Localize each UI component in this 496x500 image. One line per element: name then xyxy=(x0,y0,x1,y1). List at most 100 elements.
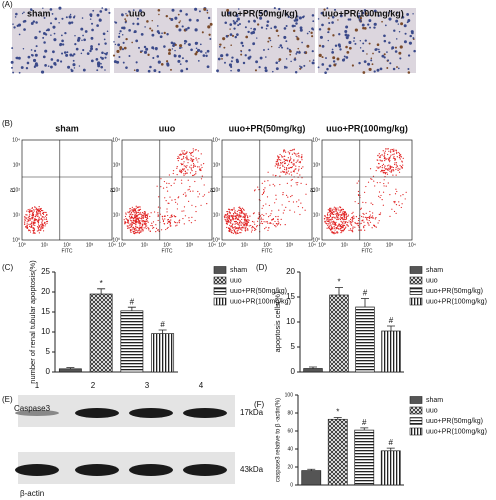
event xyxy=(29,218,31,220)
event xyxy=(229,219,232,221)
nucleus xyxy=(116,49,120,54)
nucleus xyxy=(117,43,121,47)
event xyxy=(285,167,288,169)
event xyxy=(378,220,380,222)
event xyxy=(140,220,142,222)
nucleus xyxy=(177,59,181,63)
event xyxy=(126,225,129,227)
y-tick-label: 5 xyxy=(46,347,51,356)
event xyxy=(335,221,337,223)
event xyxy=(131,210,133,212)
event xyxy=(139,231,141,233)
nucleus xyxy=(278,58,282,61)
nucleus xyxy=(43,16,46,19)
nucleus xyxy=(362,71,366,74)
event xyxy=(377,222,379,224)
event xyxy=(142,229,144,231)
nucleus xyxy=(194,7,198,11)
event xyxy=(283,155,285,157)
event xyxy=(180,162,182,165)
event xyxy=(234,218,236,220)
event xyxy=(194,149,196,151)
event xyxy=(291,153,294,155)
event xyxy=(378,167,380,169)
event xyxy=(291,194,293,197)
event xyxy=(230,222,232,224)
event xyxy=(45,218,48,220)
event xyxy=(40,224,42,226)
event xyxy=(39,211,41,213)
event xyxy=(184,192,186,194)
event xyxy=(361,220,363,222)
event xyxy=(331,218,333,221)
event xyxy=(179,219,181,221)
event xyxy=(327,223,329,225)
event xyxy=(382,204,384,206)
nucleus xyxy=(395,38,398,40)
nucleus xyxy=(370,57,373,60)
nucleus xyxy=(12,23,14,25)
event xyxy=(130,217,133,219)
event xyxy=(378,163,380,165)
event xyxy=(289,159,292,161)
nucleus xyxy=(69,53,73,57)
event xyxy=(226,223,228,225)
nucleus xyxy=(407,54,411,57)
nucleus xyxy=(270,45,273,48)
event xyxy=(287,196,289,198)
event xyxy=(288,160,291,162)
event xyxy=(189,151,191,154)
event xyxy=(396,152,398,155)
nucleus xyxy=(413,49,416,53)
nucleus xyxy=(285,66,288,69)
event xyxy=(384,165,386,167)
event xyxy=(229,224,231,226)
nucleus xyxy=(125,66,128,69)
nucleus xyxy=(353,40,355,42)
event xyxy=(288,163,290,165)
event xyxy=(196,166,199,168)
event xyxy=(356,223,358,225)
nucleus xyxy=(128,10,131,13)
event xyxy=(290,179,292,181)
band xyxy=(15,464,59,476)
nucleus xyxy=(398,30,401,33)
event xyxy=(38,228,40,231)
event xyxy=(130,213,132,215)
event xyxy=(285,169,287,171)
event xyxy=(132,209,134,211)
event xyxy=(34,215,36,218)
event xyxy=(131,216,133,219)
nucleus xyxy=(290,60,292,63)
event xyxy=(166,211,168,213)
event xyxy=(144,224,147,226)
flow-title: uuo+PR(100mg/kg) xyxy=(326,123,408,133)
event xyxy=(286,160,289,162)
event xyxy=(270,213,272,215)
event xyxy=(395,188,397,190)
nucleus xyxy=(258,66,261,69)
event xyxy=(176,208,178,210)
event xyxy=(132,219,135,222)
nucleus xyxy=(264,69,268,73)
y-tick-label: 25 xyxy=(41,267,50,276)
event xyxy=(398,152,401,154)
nucleus xyxy=(296,37,300,41)
event xyxy=(345,221,347,223)
event xyxy=(381,165,383,167)
event xyxy=(230,215,232,217)
nucleus xyxy=(365,12,368,15)
event xyxy=(33,229,35,231)
y-axis-label: caspase3 relative to β -actin(%) xyxy=(276,398,282,482)
event xyxy=(33,221,35,223)
nucleus xyxy=(35,45,38,48)
event xyxy=(185,194,187,196)
event xyxy=(332,228,334,230)
event xyxy=(265,226,267,228)
event xyxy=(234,215,237,218)
nucleus xyxy=(296,51,299,54)
nucleus xyxy=(158,13,160,16)
event xyxy=(265,203,267,205)
event xyxy=(30,225,33,228)
event xyxy=(134,232,136,235)
